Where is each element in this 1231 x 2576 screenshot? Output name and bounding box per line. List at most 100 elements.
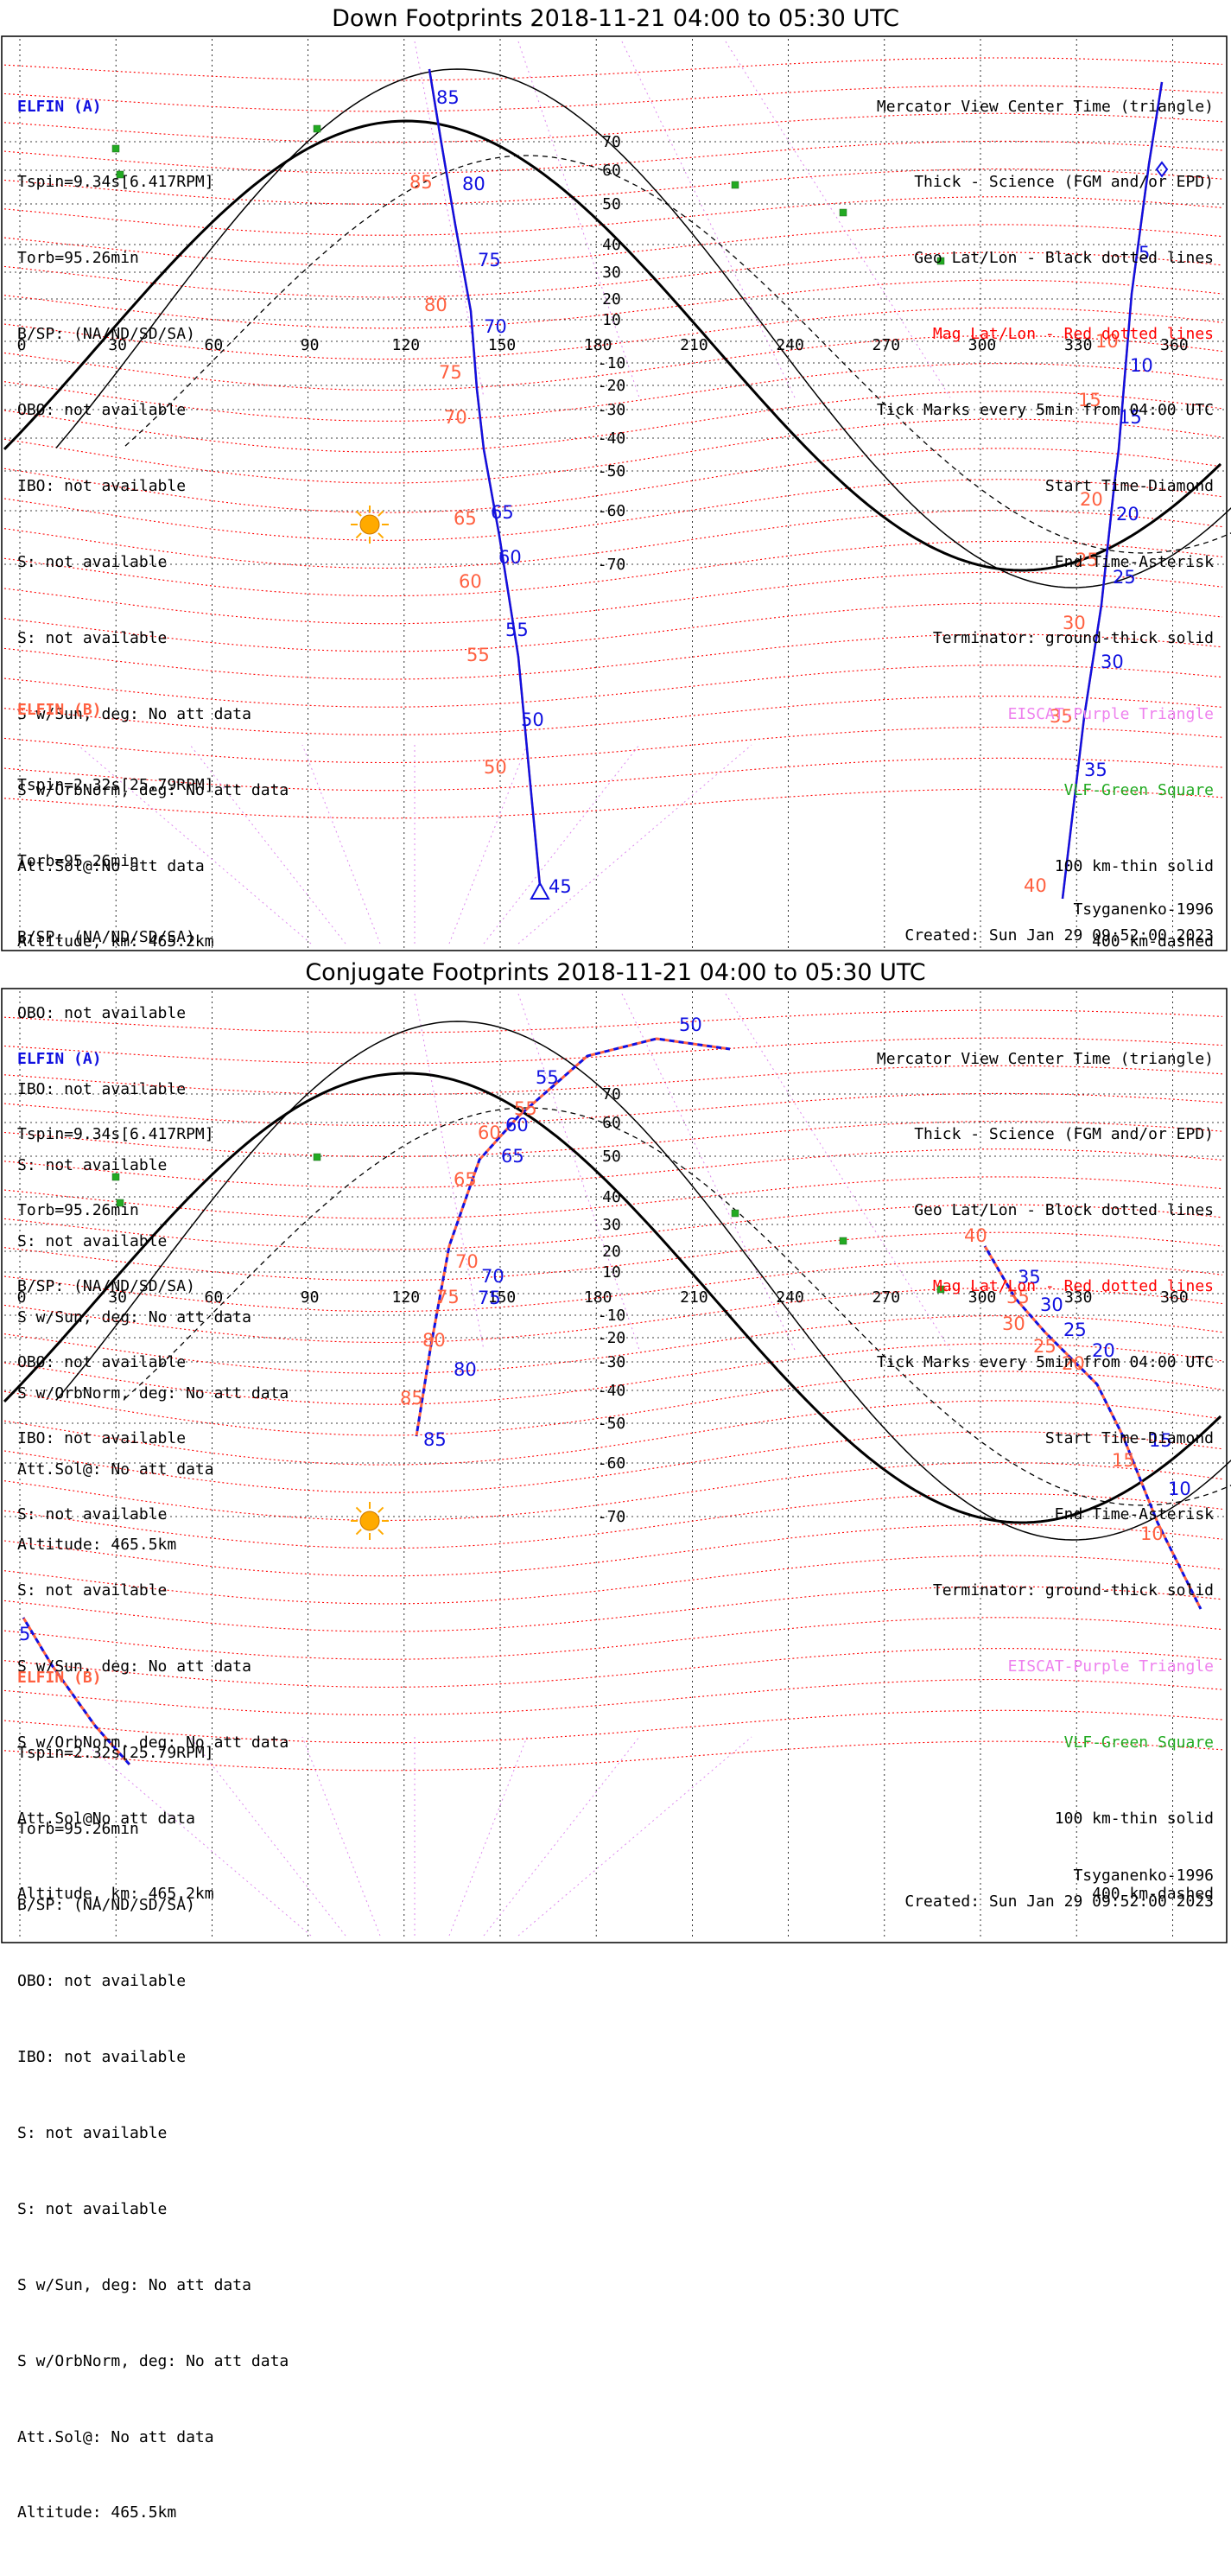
- vlf-station-icon: [313, 124, 321, 133]
- sat-label-a: ELFIN (A): [17, 1049, 102, 1068]
- info-line: OBO: not available: [17, 1353, 187, 1372]
- created-label: Created: Sun Jan 29 09:52:00 2023: [904, 1892, 1214, 1911]
- lat-tick-label: -10: [598, 354, 626, 372]
- vlf-station-icon: [936, 1285, 945, 1294]
- lat-tick-label: 50: [602, 195, 621, 213]
- mag-meridian: [483, 744, 640, 945]
- legend: Mercator View Center Time (triangle) Thi…: [877, 43, 1214, 1005]
- info-line: Att.Sol@: No att data: [17, 2427, 214, 2446]
- track-elfin-a: [22, 1617, 131, 1765]
- tick-label-elfin-a: 25: [1113, 567, 1136, 588]
- mag-lat-line: [3, 1121, 1223, 1157]
- vlf-station-icon: [111, 144, 120, 153]
- legend-line: End Time-Asterisk: [1054, 552, 1214, 571]
- mag-meridian: [77, 744, 312, 945]
- tick-label-elfin-b: 10: [1095, 331, 1119, 352]
- lon-tick-label: 90: [301, 1288, 320, 1307]
- lon-tick-label: 240: [776, 336, 804, 354]
- legend-line: Mercator View Center Time (triangle): [876, 1049, 1214, 1068]
- lon-tick-label: 120: [392, 336, 421, 354]
- mag-lat-line: [3, 510, 1223, 569]
- sun-ray: [355, 532, 362, 539]
- tick-label-elfin-a: 75: [478, 250, 501, 270]
- tick-label-elfin-b: 65: [454, 1169, 477, 1190]
- mag-meridian: [517, 744, 752, 945]
- mag-meridian: [621, 993, 796, 1351]
- mag-lat-line: [3, 1009, 1223, 1034]
- mag-lat-line: [3, 1709, 1223, 1744]
- mag-lat-line: [3, 279, 1223, 329]
- info-line: Altitude, km: 465.2km: [17, 1885, 214, 1904]
- sun-ray: [378, 1506, 384, 1513]
- info-line: B/SP: (NA/ND/SD/SA): [17, 1277, 195, 1296]
- info-line: OBO: not available: [17, 1004, 187, 1023]
- sun-ray: [378, 1529, 384, 1536]
- lat-tick-label: -70: [598, 556, 626, 574]
- model-label: Tsyganenko-1996: [1073, 1867, 1214, 1885]
- tick-label-elfin-b: 30: [1002, 1313, 1025, 1334]
- mag-meridian: [301, 1736, 381, 1937]
- legend-line: Start Time-Diamond: [1044, 1429, 1214, 1448]
- track-elfin-b: [22, 1617, 131, 1765]
- tick-label-elfin-b: 55: [514, 1098, 537, 1119]
- track-elfin-a: [428, 68, 542, 887]
- vlf-station-icon: [111, 1173, 120, 1181]
- info-line: S: not available: [17, 1504, 168, 1523]
- legend-line: 400 km-dashed: [1092, 932, 1214, 951]
- mag-meridian: [301, 744, 381, 945]
- info-line: Altitude, km: 465.2km: [17, 932, 214, 951]
- tick-label-elfin-b: 30: [1063, 613, 1086, 633]
- map-down: 0 30 60 90 120 150 180 210 240 270 300 330 360706050…: [1, 35, 1231, 951]
- tick-label-elfin-a: 85: [436, 87, 460, 108]
- lat-tick-label: -30: [598, 1353, 626, 1371]
- lon-tick-label: 210: [680, 1288, 708, 1307]
- mag-lat-line: [3, 665, 1223, 708]
- tick-label-elfin-a: 65: [501, 1146, 524, 1167]
- info-line: Torb=95.26min: [17, 852, 139, 871]
- lat-tick-label: -10: [598, 1307, 626, 1325]
- tick-label-elfin-a: 70: [484, 316, 507, 337]
- tick-label-elfin-b: 75: [436, 1287, 460, 1307]
- tick-label-elfin-a: 25: [1063, 1320, 1087, 1340]
- panel-title: Down Footprints 2018-11-21 04:00 to 05:3…: [332, 5, 899, 32]
- created-label: Created: Sun Jan 29 09:52:00 2023: [904, 926, 1214, 945]
- vlf-station-icon: [731, 1209, 739, 1218]
- lat-tick-label: 30: [602, 1216, 621, 1234]
- lon-tick-label: 30: [108, 336, 127, 354]
- tick-label-elfin-a: 50: [679, 1014, 702, 1035]
- sun-ray: [378, 532, 384, 539]
- tick-label-elfin-b: 85: [400, 1388, 423, 1409]
- legend-line: VLF-Green Square: [1063, 1733, 1214, 1752]
- info-line: S w/OrbNorm, deg: No att data: [17, 780, 289, 799]
- lat-tick-label: 10: [602, 1263, 621, 1282]
- tick-label-elfin-a: 55: [536, 1067, 559, 1088]
- tick-label-elfin-b: 75: [439, 362, 462, 383]
- legend-line: EISCAT-Purple Triangle: [1007, 704, 1214, 723]
- mag-lat-line: [3, 1231, 1223, 1282]
- lat-tick-label: -50: [598, 1415, 626, 1433]
- tick-label-elfin-b: 85: [409, 172, 433, 193]
- panel-title: Conjugate Footprints 2018-11-21 04:00 to…: [305, 959, 926, 986]
- tick-label-elfin-a: 35: [1084, 760, 1107, 780]
- mag-meridian: [483, 1736, 640, 1937]
- mag-meridian: [517, 1736, 752, 1937]
- info-line: B/SP: (NA/ND/SD/SA): [17, 1896, 195, 1915]
- tick-label-elfin-a: 65: [491, 502, 514, 523]
- lat-tick-label: -20: [598, 377, 626, 395]
- mag-lat-line: [3, 1678, 1223, 1716]
- lat-tick-label: -50: [598, 462, 626, 480]
- lon-tick-label: 240: [776, 1288, 804, 1307]
- info-elfin-a: ELFIN (A) Tspin=9.34s[6.417RPM] Torb=95.…: [17, 995, 289, 1957]
- info-line: S w/OrbNorm, deg: No att data: [17, 2351, 289, 2370]
- vlf-station-icon: [839, 1237, 847, 1245]
- mag-lat-line: [3, 85, 1223, 112]
- info-line: Torb=95.26min: [17, 1201, 139, 1220]
- tick-label-elfin-b: 20: [1080, 489, 1103, 510]
- mag-lat-line: [3, 571, 1223, 625]
- sun-ray: [355, 510, 362, 517]
- info-elfin-b: ELFIN (B) Tspin=2.32s[25.79RPM] Torb=95.…: [17, 1614, 289, 2576]
- lat-tick-label: 70: [602, 1085, 621, 1104]
- legend-line: Start Time-Diamond: [1044, 477, 1214, 496]
- start-time-diamond-icon: [1155, 161, 1169, 178]
- info-elfin-a: ELFIN (A) Tspin=9.34s[6.417RPM] Torb=95.…: [17, 43, 289, 1005]
